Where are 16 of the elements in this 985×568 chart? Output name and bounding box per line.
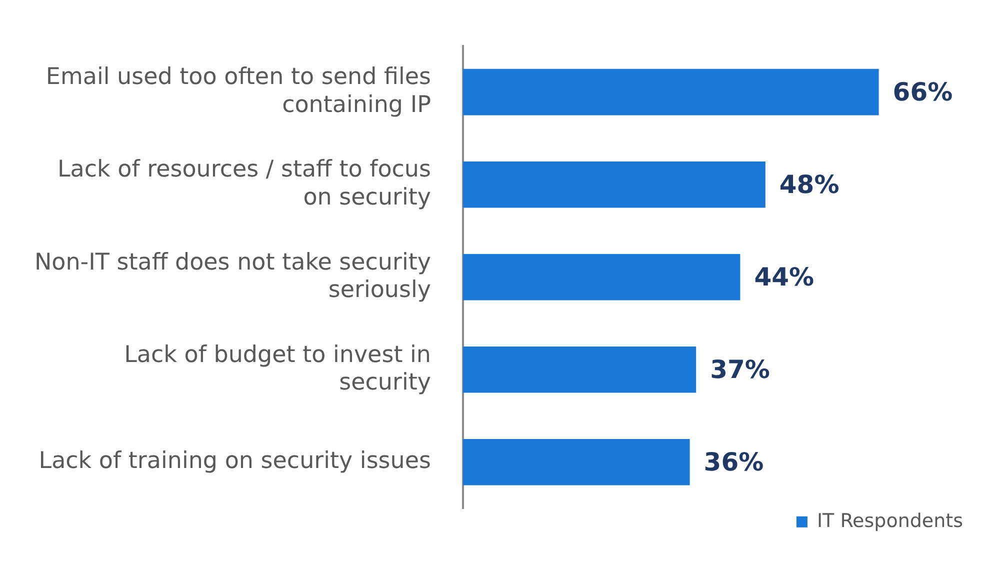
data-label: 48% <box>779 170 840 200</box>
bar <box>463 68 879 116</box>
bar <box>463 161 766 208</box>
y-tick-label: Lack of resources / staff to focus on security <box>57 156 431 210</box>
y-tick-label: Lack of training on security issues <box>38 448 431 474</box>
y-tick-label: Non-IT staff does not take security seriously <box>34 249 431 303</box>
legend-label: IT Respondents <box>816 510 964 532</box>
bar <box>463 254 740 300</box>
data-label: 66% <box>892 78 953 107</box>
data-label: 37% <box>710 355 770 384</box>
bar <box>463 439 690 486</box>
bar <box>463 346 696 393</box>
y-tick-label: Lack of budget to invest in security <box>124 342 431 396</box>
y-tick-label: Email used too often to send files containing IP <box>46 64 432 118</box>
data-label: 44% <box>754 262 814 292</box>
data-label: 36% <box>704 448 764 477</box>
